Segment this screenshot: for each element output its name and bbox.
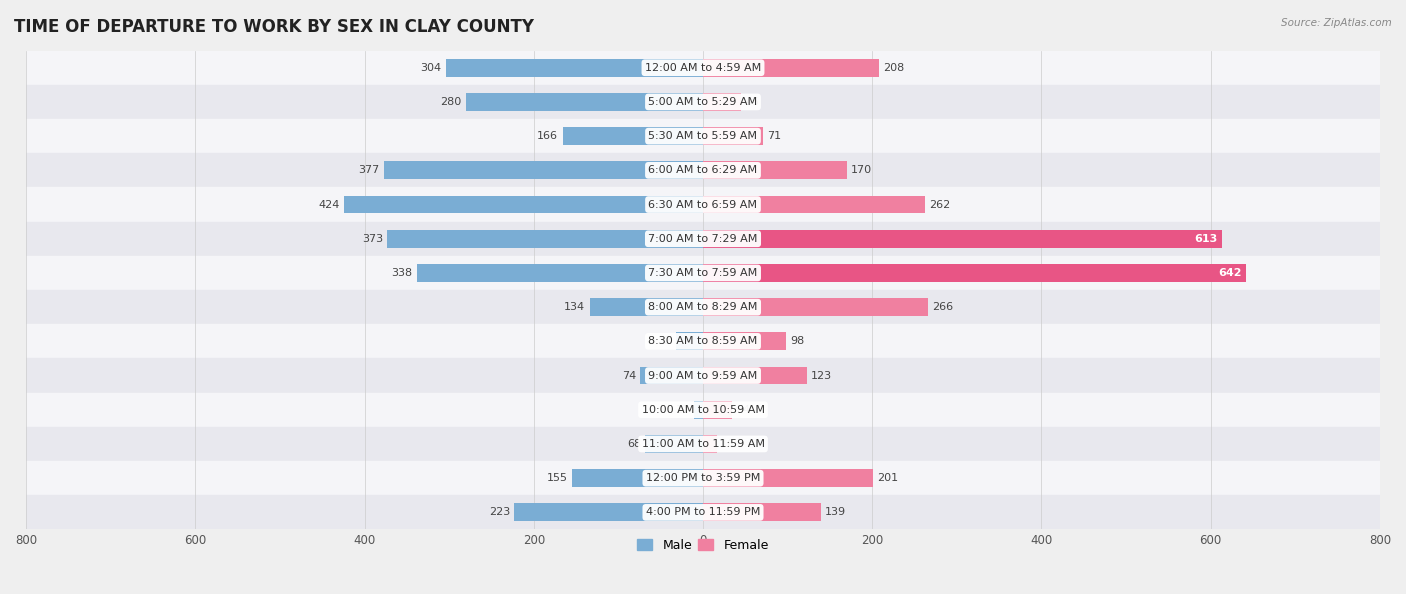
Text: 16: 16	[721, 439, 735, 449]
Text: 68: 68	[627, 439, 641, 449]
Text: 304: 304	[420, 63, 441, 72]
Text: Source: ZipAtlas.com: Source: ZipAtlas.com	[1281, 18, 1392, 28]
Text: 7:00 AM to 7:29 AM: 7:00 AM to 7:29 AM	[648, 234, 758, 244]
Bar	[703, 93, 741, 111]
Text: 74: 74	[621, 371, 636, 381]
Text: 262: 262	[929, 200, 950, 210]
Text: 123: 123	[811, 371, 832, 381]
Legend: Male, Female: Male, Female	[633, 534, 773, 557]
Bar	[645, 435, 703, 453]
Text: 5:00 AM to 5:29 AM: 5:00 AM to 5:29 AM	[648, 97, 758, 107]
Bar	[703, 435, 717, 453]
Bar	[693, 401, 703, 419]
Bar	[388, 230, 703, 248]
Text: 373: 373	[361, 234, 384, 244]
Bar	[418, 264, 703, 282]
Bar	[703, 195, 925, 213]
Text: 11:00 AM to 11:59 AM: 11:00 AM to 11:59 AM	[641, 439, 765, 449]
Text: 424: 424	[319, 200, 340, 210]
Bar	[27, 85, 1379, 119]
Bar	[640, 366, 703, 384]
Text: 4:00 PM to 11:59 PM: 4:00 PM to 11:59 PM	[645, 507, 761, 517]
Bar	[515, 504, 703, 522]
Bar	[562, 127, 703, 145]
Bar	[465, 93, 703, 111]
Text: 11: 11	[675, 405, 689, 415]
Bar	[27, 50, 1379, 85]
Text: 12:00 PM to 3:59 PM: 12:00 PM to 3:59 PM	[645, 473, 761, 483]
Bar	[703, 162, 846, 179]
Bar	[446, 59, 703, 77]
Bar	[27, 222, 1379, 256]
Bar	[676, 333, 703, 350]
Text: 170: 170	[851, 165, 872, 175]
Text: 266: 266	[932, 302, 953, 312]
Bar	[27, 461, 1379, 495]
Text: 642: 642	[1219, 268, 1241, 278]
Bar	[27, 358, 1379, 393]
Bar	[27, 290, 1379, 324]
Text: 10:00 AM to 10:59 AM: 10:00 AM to 10:59 AM	[641, 405, 765, 415]
Bar	[703, 127, 763, 145]
Text: 6:30 AM to 6:59 AM: 6:30 AM to 6:59 AM	[648, 200, 758, 210]
Text: 32: 32	[658, 336, 672, 346]
Bar	[703, 298, 928, 316]
Text: 45: 45	[745, 97, 759, 107]
Bar	[344, 195, 703, 213]
Text: 8:00 AM to 8:29 AM: 8:00 AM to 8:29 AM	[648, 302, 758, 312]
Bar	[703, 264, 1246, 282]
Bar	[703, 469, 873, 487]
Text: 8:30 AM to 8:59 AM: 8:30 AM to 8:59 AM	[648, 336, 758, 346]
Text: 201: 201	[877, 473, 898, 483]
Bar	[703, 366, 807, 384]
Text: 34: 34	[735, 405, 751, 415]
Text: 5:30 AM to 5:59 AM: 5:30 AM to 5:59 AM	[648, 131, 758, 141]
Bar	[27, 495, 1379, 529]
Bar	[27, 256, 1379, 290]
Text: 134: 134	[564, 302, 585, 312]
Text: 71: 71	[768, 131, 782, 141]
Text: 7:30 AM to 7:59 AM: 7:30 AM to 7:59 AM	[648, 268, 758, 278]
Bar	[703, 504, 821, 522]
Bar	[589, 298, 703, 316]
Text: 98: 98	[790, 336, 804, 346]
Bar	[27, 119, 1379, 153]
Text: 613: 613	[1194, 234, 1218, 244]
Text: 9:00 AM to 9:59 AM: 9:00 AM to 9:59 AM	[648, 371, 758, 381]
Bar	[703, 230, 1222, 248]
Text: 377: 377	[359, 165, 380, 175]
Text: 139: 139	[825, 507, 846, 517]
Bar	[572, 469, 703, 487]
Bar	[703, 59, 879, 77]
Text: 6:00 AM to 6:29 AM: 6:00 AM to 6:29 AM	[648, 165, 758, 175]
Bar	[27, 324, 1379, 358]
Bar	[27, 153, 1379, 188]
Text: 155: 155	[547, 473, 568, 483]
Bar	[27, 393, 1379, 427]
Text: 208: 208	[883, 63, 904, 72]
Text: TIME OF DEPARTURE TO WORK BY SEX IN CLAY COUNTY: TIME OF DEPARTURE TO WORK BY SEX IN CLAY…	[14, 18, 534, 36]
Bar	[27, 188, 1379, 222]
Text: 12:00 AM to 4:59 AM: 12:00 AM to 4:59 AM	[645, 63, 761, 72]
Text: 223: 223	[489, 507, 510, 517]
Text: 166: 166	[537, 131, 558, 141]
Bar	[27, 427, 1379, 461]
Text: 338: 338	[392, 268, 413, 278]
Bar	[703, 333, 786, 350]
Text: 280: 280	[440, 97, 461, 107]
Bar	[384, 162, 703, 179]
Bar	[703, 401, 731, 419]
